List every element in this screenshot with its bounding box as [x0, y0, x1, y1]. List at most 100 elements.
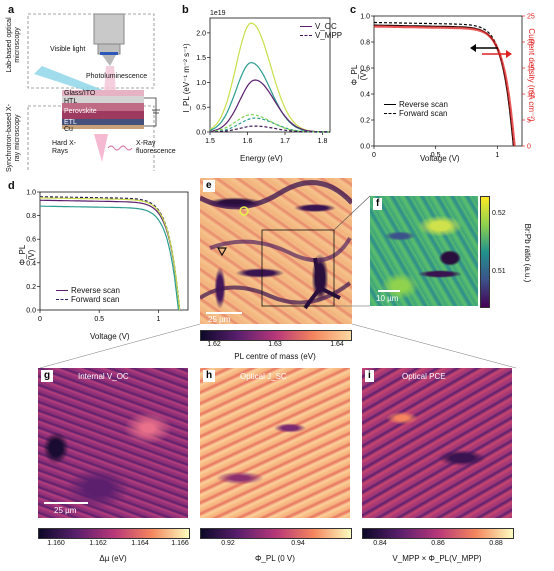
series-d-2 [40, 205, 180, 311]
panel-f-label: f [373, 198, 383, 210]
y2-tick-label-1: 5 [527, 118, 531, 125]
label-layer-etl: ETL [64, 119, 77, 126]
panel-h-tick-1: 0.92 [221, 540, 235, 547]
x-tick-label-2: 1.7 [280, 138, 290, 145]
panel-h-colorbar-title: Φ_PL (0 V) [255, 554, 295, 563]
legend-reverse-c: Reverse scan [399, 100, 448, 109]
y-tick-label-0: 0.0 [26, 308, 36, 315]
panel-c-chart: 0 0.5 1 0.0 0.2 0.4 0.6 0.8 1.0 0 5 10 15 20 25 [360, 14, 535, 160]
panel-e-map: e 25 µm [200, 178, 352, 324]
panel-i-colorbar-title: V_MPP × Φ_PL(V_MPP) [392, 554, 482, 563]
arrow-right-head-icon [506, 50, 512, 58]
panel-h-caption: Optical J_SC [240, 372, 287, 381]
series-d-0 [40, 199, 181, 311]
label-layer-htl: HTL [64, 98, 78, 105]
panel-g-tick-4: 1.166 [171, 540, 189, 547]
legend-reverse-d: Reverse scan [71, 286, 120, 295]
series-b-5 [210, 125, 330, 133]
panel-b-label: b [182, 4, 189, 16]
panel-f-scalebar [378, 290, 400, 292]
y2-tick-label-5: 25 [527, 14, 535, 21]
panel-f-tick-1: 0.52 [492, 210, 506, 217]
panel-a-svg [27, 13, 160, 173]
y-tick-label-3: 0.6 [360, 66, 370, 73]
series-d-3 [40, 197, 181, 311]
panel-i-tick-2: 0.86 [431, 540, 445, 547]
panel-i-label: i [365, 370, 374, 382]
x-tick-label-1: 0.5 [94, 316, 104, 323]
y2-tick-label-2: 10 [527, 92, 535, 99]
legend-forward-d: Forward scan [71, 295, 120, 304]
panel-g-map: g Internal V_OC 25 µm [38, 368, 188, 518]
panel-d-label: d [8, 180, 15, 192]
y-tick-label-3: 1.5 [196, 55, 206, 62]
panel-g-colorbar [38, 528, 190, 539]
panel-e-overlay [200, 180, 352, 310]
y-tick-label-2: 0.4 [360, 92, 370, 99]
panel-a-label: a [8, 4, 15, 16]
panel-f-colorbar-title: Br:Pb ratio (a.u.) [523, 223, 532, 283]
panel-b-xlabel: Energy (eV) [240, 154, 283, 163]
panel-f-map: f 10 µm [370, 196, 478, 306]
panel-b-chart: 1.5 1.6 1.7 1.8 0.0 0.5 1.0 1.5 2.0 [196, 17, 331, 145]
panel-h-label: h [203, 370, 216, 382]
y-tick-label-2: 1.0 [196, 80, 206, 87]
panel-d-legend: Reverse scan Forward scan [56, 286, 120, 304]
panel-i-caption: Optical PCE [402, 372, 446, 381]
y-tick-label-4: 2.0 [196, 30, 206, 37]
y2-tick-label-3: 15 [527, 66, 535, 73]
x-tick-label-1: 0.5 [431, 152, 441, 159]
y-tick-label-1: 0.2 [360, 118, 370, 125]
panel-g-tick-2: 1.162 [89, 540, 107, 547]
label-layer-cu: Cu [64, 126, 73, 133]
y-tick-label-0: 0.0 [360, 144, 370, 151]
y-tick-label-4: 0.8 [360, 40, 370, 47]
panel-c-legend: Reverse scan Forward scan [384, 100, 448, 118]
panel-d-xlabel: Voltage (V) [90, 332, 130, 341]
panel-g-tick-1: 1.160 [47, 540, 65, 547]
legend-forward-c: Forward scan [399, 109, 448, 118]
panel-g-colorbar-title: Δµ (eV) [99, 554, 127, 563]
x-tick-label-2: 1 [156, 316, 160, 323]
y-tick-label-0: 0.0 [196, 130, 206, 137]
y-tick-label-5: 1.0 [360, 14, 370, 21]
x-tick-label-1: 1.6 [243, 138, 253, 145]
label-visible-light: Visible light [50, 46, 86, 53]
panel-g-scalebar [44, 502, 88, 504]
panel-f-scale-text: 10 µm [376, 294, 399, 303]
panel-e-scalebar [206, 312, 242, 314]
panel-g-label: g [41, 370, 54, 382]
panel-e-tick-1: 1.62 [207, 341, 221, 348]
panel-g-tick-3: 1.164 [131, 540, 149, 547]
y-tick-label-5: 1.0 [26, 190, 36, 197]
legend-vmpp: V_MPP [315, 31, 343, 40]
x-tick-label-3: 1.8 [318, 138, 328, 145]
panel-h-colorbar [200, 528, 352, 539]
series-b-2 [209, 79, 330, 133]
label-xray-fluorescence: X-Ray fluorescence [136, 140, 176, 155]
panel-e-tick-3: 1.64 [330, 341, 344, 348]
series-c-2 [374, 25, 516, 147]
panel-e-colorbar [200, 330, 352, 341]
panel-g-scale-text: 25 µm [54, 506, 77, 515]
x-tick-label-0: 0 [38, 316, 42, 323]
series-b-3 [210, 117, 330, 133]
panel-d-chart: 0 0.5 1 0.0 0.2 0.4 0.6 0.8 1.0 [26, 190, 189, 323]
panel-c-label: c [350, 4, 357, 16]
marker-circle-icon [239, 206, 249, 216]
panel-i-tick-1: 0.84 [373, 540, 387, 547]
panel-g-caption: Internal V_OC [78, 372, 129, 381]
zoom-region-box [261, 229, 335, 307]
panel-c-xlabel: Voltage (V) [420, 154, 460, 163]
panel-f-tick-2: 0.51 [492, 268, 506, 275]
y-tick-label-4: 0.8 [26, 213, 36, 220]
y2-tick-label-0: 0 [527, 144, 531, 151]
plot-frame [39, 191, 189, 311]
label-layer-perovskite: Perovskite [64, 108, 97, 115]
panel-b-exponent: 1e19 [210, 10, 226, 17]
panel-e-tick-2: 1.63 [268, 341, 282, 348]
label-layer-glass: Glass/ITO [64, 90, 96, 97]
arrow-left-head-icon [470, 44, 476, 52]
y-tick-label-1: 0.5 [196, 105, 206, 112]
